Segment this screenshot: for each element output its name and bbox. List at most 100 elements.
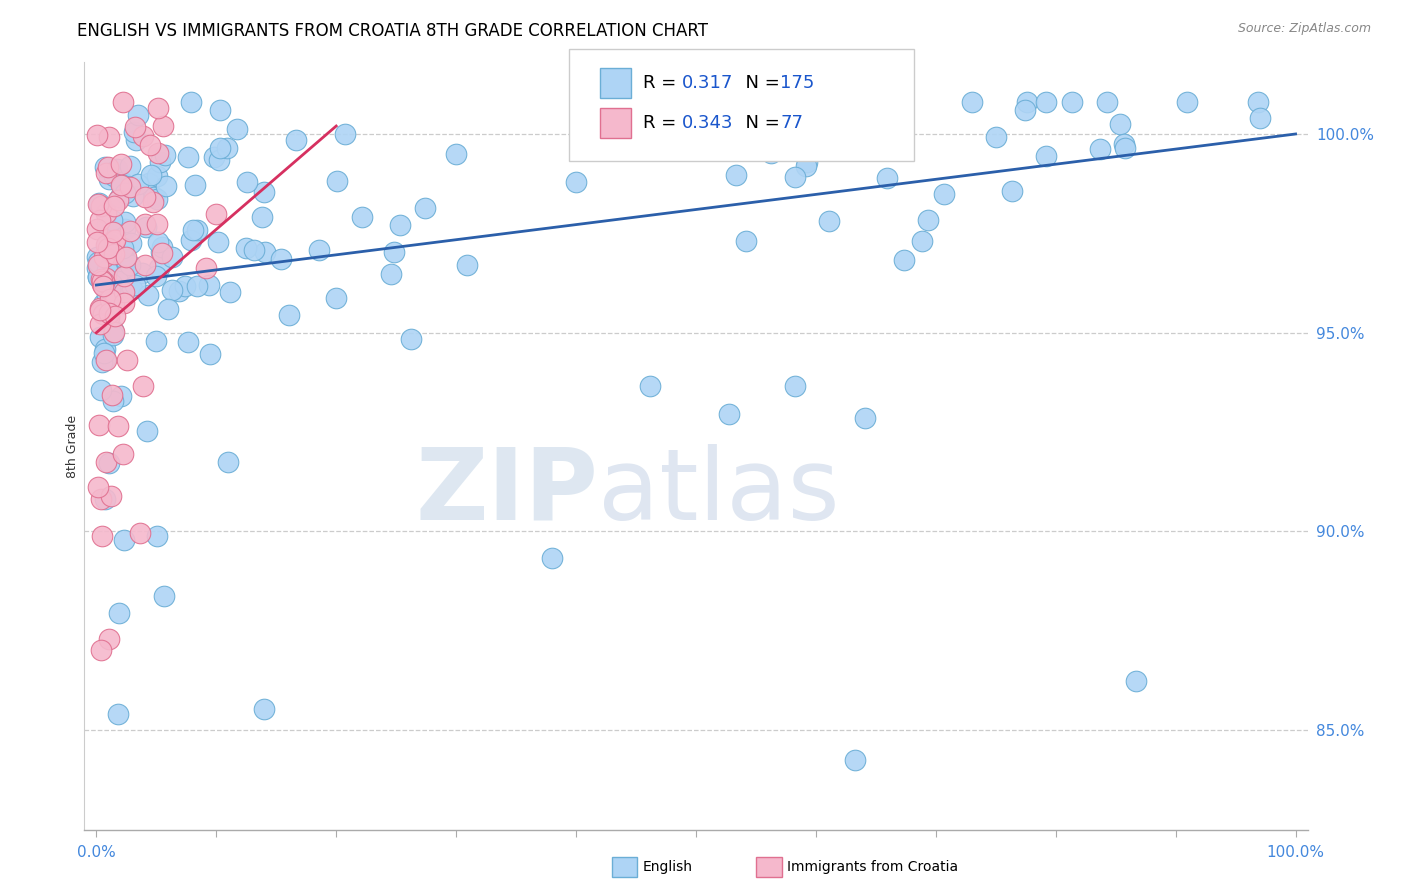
Text: 100.0%: 100.0% — [1267, 846, 1324, 861]
Point — [127, 108, 149, 122]
Point — [94, 160, 117, 174]
Point — [778, 95, 800, 110]
Point — [252, 210, 274, 224]
Point — [1035, 95, 1057, 110]
Point — [118, 179, 141, 194]
Point — [86, 480, 108, 494]
Point — [131, 379, 153, 393]
Point — [90, 529, 112, 543]
Point — [89, 253, 111, 268]
Text: ENGLISH VS IMMIGRANTS FROM CROATIA 8TH GRADE CORRELATION CHART: ENGLISH VS IMMIGRANTS FROM CROATIA 8TH G… — [77, 22, 709, 40]
Point — [150, 245, 173, 260]
Point — [103, 287, 125, 301]
Point — [167, 284, 190, 298]
Point — [94, 342, 117, 356]
Point — [103, 169, 125, 183]
Point — [104, 223, 127, 237]
Text: R =: R = — [643, 114, 682, 132]
Point — [142, 194, 165, 209]
Point — [205, 207, 228, 221]
Point — [917, 212, 939, 227]
Point — [150, 240, 173, 254]
Point — [94, 271, 117, 285]
Point — [89, 260, 111, 274]
Text: Immigrants from Croatia: Immigrants from Croatia — [787, 860, 959, 874]
Point — [86, 222, 108, 236]
Point — [194, 260, 217, 275]
Point — [235, 241, 257, 255]
Point — [139, 168, 162, 182]
Point — [118, 258, 141, 272]
Point — [217, 141, 239, 155]
Text: 0.317: 0.317 — [682, 74, 734, 92]
Point — [198, 277, 221, 292]
Point — [97, 160, 120, 174]
Point — [456, 258, 478, 272]
Point — [127, 178, 149, 192]
Point — [87, 270, 110, 285]
Point — [86, 235, 108, 250]
Point — [389, 219, 412, 233]
Point — [150, 244, 173, 259]
Point — [93, 492, 115, 507]
Point — [756, 133, 779, 147]
Point — [104, 309, 127, 323]
Point — [110, 389, 132, 403]
Point — [207, 235, 229, 249]
Point — [108, 606, 131, 620]
Point — [960, 95, 983, 110]
Point — [89, 212, 111, 227]
Point — [243, 244, 266, 258]
Point — [830, 108, 852, 122]
Point — [94, 261, 117, 276]
Point — [160, 250, 183, 264]
Point — [100, 245, 122, 260]
Point — [198, 347, 221, 361]
Point — [107, 419, 129, 434]
Point — [93, 346, 115, 360]
Point — [853, 411, 876, 425]
Point — [94, 238, 117, 252]
Point — [110, 271, 132, 285]
Text: 0.343: 0.343 — [682, 114, 734, 132]
Point — [129, 526, 152, 541]
Point — [152, 119, 174, 133]
Point — [148, 261, 170, 276]
Text: R =: R = — [643, 74, 682, 92]
Point — [153, 589, 176, 603]
Point — [111, 175, 134, 189]
Point — [89, 303, 111, 318]
Point — [174, 279, 197, 293]
Point — [177, 150, 200, 164]
Point — [236, 175, 259, 189]
Point — [115, 353, 138, 368]
Point — [565, 175, 588, 189]
Point — [86, 258, 108, 272]
Point — [202, 150, 225, 164]
Point — [89, 301, 111, 315]
Point — [308, 243, 330, 257]
Point — [325, 291, 347, 305]
Point — [724, 168, 747, 182]
Point — [180, 233, 202, 247]
Point — [111, 178, 134, 192]
Point — [90, 643, 112, 657]
Point — [911, 234, 934, 248]
Point — [122, 189, 145, 203]
Point — [136, 424, 159, 438]
Point — [96, 217, 118, 231]
Point — [180, 95, 202, 110]
Point — [893, 253, 915, 268]
Point — [96, 236, 118, 251]
Point — [352, 211, 374, 225]
Point — [93, 276, 115, 290]
Point — [90, 383, 112, 397]
Point — [183, 223, 205, 237]
Point — [110, 157, 132, 171]
Point — [94, 352, 117, 367]
Point — [104, 233, 127, 247]
Point — [98, 306, 121, 320]
Point — [710, 95, 733, 110]
Point — [89, 317, 111, 331]
Point — [145, 334, 167, 348]
